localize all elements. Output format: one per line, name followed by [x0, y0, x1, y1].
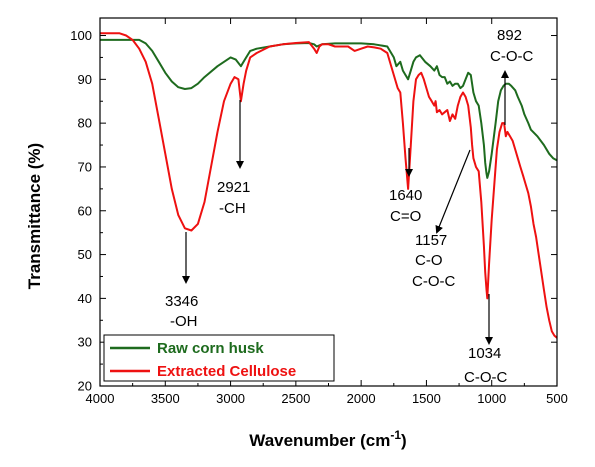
series-layer: [100, 32, 558, 339]
y-axis-title: Transmittance (%): [25, 143, 44, 289]
peak-label-line: 2921: [217, 179, 250, 196]
y-tick-label-5: 70: [78, 159, 92, 174]
peak-label-line: C-O-C: [490, 48, 533, 65]
x-tick-label-5: 1500: [412, 391, 441, 406]
legend-box: [103, 334, 335, 382]
peak-label-line: 1034: [468, 345, 501, 362]
x-tick-label-2: 3000: [216, 391, 245, 406]
y-tick-label-7: 90: [78, 72, 92, 87]
peak-annotation-1640: 1640 C=O: [389, 148, 422, 225]
peak-label-line: 892: [497, 27, 522, 44]
y-tick-label-4: 60: [78, 203, 92, 218]
peak-label-line: -OH: [170, 313, 198, 330]
legend-label-2: Extracted Cellulose: [157, 363, 296, 380]
peak-annotation-2921: 2921 -CH: [217, 100, 250, 217]
x-tick-label-4: 2000: [347, 391, 376, 406]
x-tick-label-0: 4000: [86, 391, 115, 406]
annotation-layer: 3346 -OH 2921 -CH 1640 C=O 1157 C-O C-O-C 1034 C-O…: [165, 27, 533, 386]
y-tick-label-0: 20: [78, 379, 92, 394]
x-axis-title: Wavenumber (cm-1): [249, 428, 406, 450]
peak-label-line: 3346: [165, 293, 198, 310]
y-tick-label-1: 30: [78, 335, 92, 350]
peak-label-line: 1157: [415, 232, 447, 249]
series-line-2: [100, 32, 558, 339]
series-line-1: [100, 38, 558, 179]
y-tick-label-2: 40: [78, 291, 92, 306]
peak-arrow: [435, 149, 471, 234]
x-tick-label-1: 3500: [151, 391, 180, 406]
peak-label-line: C-O-C: [464, 369, 507, 386]
x-axis-title-main: Wavenumber (cm: [249, 431, 390, 450]
axes-layer: 4000 3500 3000 2500 2000 1500 1000 500 20 30 40 50 6…: [70, 17, 568, 406]
x-axis-title-close: ): [401, 431, 407, 450]
legend: Raw corn husk Extracted Cellulose: [103, 334, 335, 382]
y-tick-label-3: 50: [78, 247, 92, 262]
y-tick-label-8: 100: [70, 28, 92, 43]
peak-label-line: C-O-C: [412, 273, 455, 290]
x-tick-label-3: 2500: [281, 391, 310, 406]
peak-annotation-1157: 1157 C-O C-O-C: [412, 149, 471, 290]
peak-annotation-3346: 3346 -OH: [165, 232, 198, 330]
legend-label-1: Raw corn husk: [157, 340, 264, 357]
x-tick-label-6: 1000: [477, 391, 506, 406]
peak-label-line: C=O: [390, 208, 421, 225]
peak-label-line: C-O: [415, 252, 443, 269]
peak-annotation-1034: 1034 C-O-C: [464, 294, 507, 386]
x-axis-title-sup: -1: [390, 428, 401, 442]
peak-label-line: 1640: [389, 187, 422, 204]
peak-label-line: -CH: [219, 200, 246, 217]
x-tick-label-7: 500: [546, 391, 568, 406]
peak-annotation-892: 892 C-O-C: [490, 27, 533, 125]
y-tick-label-6: 80: [78, 116, 92, 131]
